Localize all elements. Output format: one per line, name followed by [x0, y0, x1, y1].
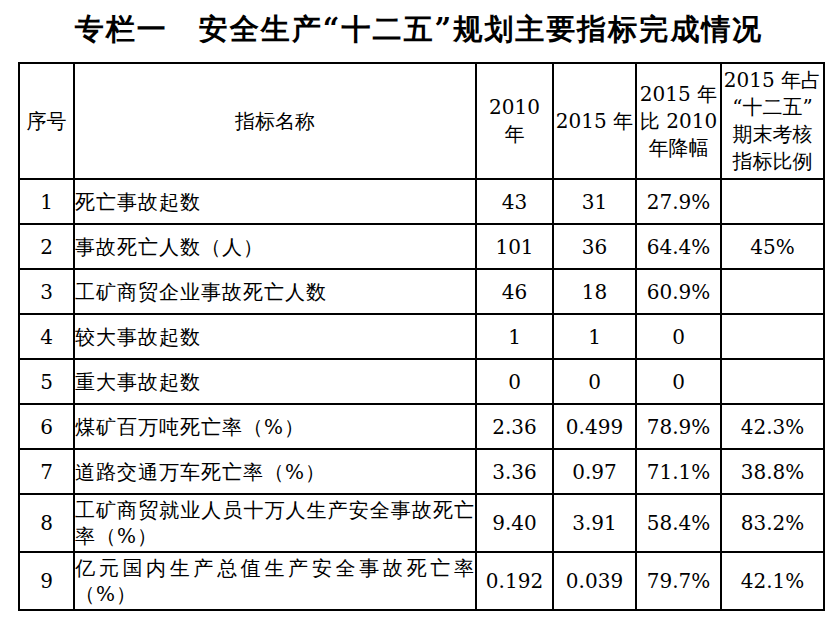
cell-2010-value: 0.192 [476, 552, 553, 610]
cell-decrease: 60.9% [636, 269, 721, 314]
header-ratio-line: “十二五” [722, 94, 823, 121]
header-decrease-line: 年降幅 [637, 135, 720, 162]
header-decrease-line: 2015 年 [637, 81, 720, 108]
cell-2015-value: 3.91 [553, 494, 636, 552]
header-ratio-to-target: 2015 年占 “十二五” 期末考核 指标比例 [721, 63, 824, 179]
cell-serial: 5 [19, 359, 74, 404]
header-decrease-line: 比 2010 [637, 108, 720, 135]
cell-2015-value: 31 [553, 179, 636, 224]
cell-serial: 4 [19, 314, 74, 359]
cell-indicator-name: 重大事故起数 [74, 359, 476, 404]
cell-indicator-name: 事故死亡人数（人） [74, 224, 476, 269]
cell-indicator-name: 较大事故起数 [74, 314, 476, 359]
cell-decrease: 58.4% [636, 494, 721, 552]
header-year-2010: 2010 年 [476, 63, 553, 179]
cell-serial: 7 [19, 449, 74, 494]
cell-2015-value: 1 [553, 314, 636, 359]
cell-ratio: 45% [721, 224, 824, 269]
cell-ratio: 38.8% [721, 449, 824, 494]
table-row: 3 工矿商贸企业事故死亡人数 46 18 60.9% [19, 269, 824, 314]
cell-2015-value: 36 [553, 224, 636, 269]
table-row: 6 煤矿百万吨死亡率（%） 2.36 0.499 78.9% 42.3% [19, 404, 824, 449]
cell-serial: 9 [19, 552, 74, 610]
cell-indicator-name: 道路交通万车死亡率（%） [74, 449, 476, 494]
table-row: 5 重大事故起数 0 0 0 [19, 359, 824, 404]
header-serial-number: 序号 [19, 63, 74, 179]
header-ratio-line: 期末考核 [722, 121, 823, 148]
header-indicator-name: 指标名称 [74, 63, 476, 179]
cell-2010-value: 1 [476, 314, 553, 359]
table-row: 9 亿元国内生产总值生产安全事故死亡率（%） 0.192 0.039 79.7%… [19, 552, 824, 610]
cell-indicator-name: 死亡事故起数 [74, 179, 476, 224]
header-decrease-2015-vs-2010: 2015 年 比 2010 年降幅 [636, 63, 721, 179]
cell-indicator-name: 工矿商贸企业事故死亡人数 [74, 269, 476, 314]
cell-2010-value: 43 [476, 179, 553, 224]
cell-2010-value: 0 [476, 359, 553, 404]
cell-ratio: 83.2% [721, 494, 824, 552]
page-title: 专栏一 安全生产“十二五”规划主要指标完成情况 [0, 10, 838, 48]
table-row: 4 较大事故起数 1 1 0 [19, 314, 824, 359]
cell-decrease: 0 [636, 359, 721, 404]
cell-indicator-name: 工矿商贸就业人员十万人生产安全事故死亡率（%） [74, 494, 476, 552]
table-row: 1 死亡事故起数 43 31 27.9% [19, 179, 824, 224]
cell-serial: 2 [19, 224, 74, 269]
table-row: 7 道路交通万车死亡率（%） 3.36 0.97 71.1% 38.8% [19, 449, 824, 494]
cell-ratio [721, 314, 824, 359]
header-ratio-line: 2015 年占 [722, 67, 823, 94]
cell-2010-value: 101 [476, 224, 553, 269]
cell-decrease: 78.9% [636, 404, 721, 449]
cell-decrease: 79.7% [636, 552, 721, 610]
cell-serial: 1 [19, 179, 74, 224]
cell-indicator-name: 煤矿百万吨死亡率（%） [74, 404, 476, 449]
header-ratio-line: 指标比例 [722, 148, 823, 175]
indicators-table: 序号 指标名称 2010 年 2015 年 2015 年 比 2010 年降幅 … [18, 62, 825, 611]
cell-ratio: 42.1% [721, 552, 824, 610]
cell-2015-value: 0.499 [553, 404, 636, 449]
cell-2015-value: 18 [553, 269, 636, 314]
cell-ratio [721, 269, 824, 314]
cell-serial: 8 [19, 494, 74, 552]
cell-decrease: 0 [636, 314, 721, 359]
cell-2015-value: 0.039 [553, 552, 636, 610]
cell-ratio [721, 359, 824, 404]
cell-2010-value: 2.36 [476, 404, 553, 449]
header-row: 序号 指标名称 2010 年 2015 年 2015 年 比 2010 年降幅 … [19, 63, 824, 179]
cell-serial: 6 [19, 404, 74, 449]
cell-decrease: 27.9% [636, 179, 721, 224]
cell-serial: 3 [19, 269, 74, 314]
table-row: 8 工矿商贸就业人员十万人生产安全事故死亡率（%） 9.40 3.91 58.4… [19, 494, 824, 552]
cell-decrease: 71.1% [636, 449, 721, 494]
cell-2010-value: 3.36 [476, 449, 553, 494]
header-year-2015: 2015 年 [553, 63, 636, 179]
cell-2015-value: 0.97 [553, 449, 636, 494]
cell-2010-value: 46 [476, 269, 553, 314]
cell-2015-value: 0 [553, 359, 636, 404]
cell-ratio: 42.3% [721, 404, 824, 449]
cell-ratio [721, 179, 824, 224]
cell-indicator-name: 亿元国内生产总值生产安全事故死亡率（%） [74, 552, 476, 610]
table-row: 2 事故死亡人数（人） 101 36 64.4% 45% [19, 224, 824, 269]
cell-2010-value: 9.40 [476, 494, 553, 552]
cell-decrease: 64.4% [636, 224, 721, 269]
